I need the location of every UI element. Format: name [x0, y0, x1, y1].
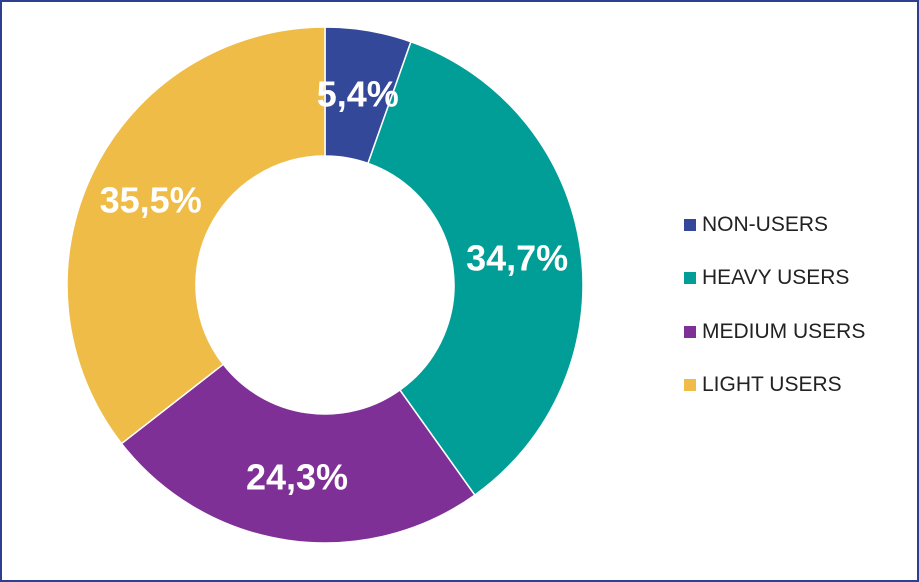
legend-label: NON-USERS	[702, 212, 829, 236]
legend-item-light-users: LIGHT USERS	[684, 359, 865, 413]
slice-light-users	[66, 26, 326, 445]
legend-swatch	[684, 272, 696, 285]
legend-swatch	[684, 379, 696, 392]
slice-medium-users	[120, 363, 476, 544]
legend-item-non-users: NON-USERS	[684, 198, 865, 252]
legend-label: LIGHT USERS	[702, 373, 842, 397]
legend-item-heavy-users: HEAVY USERS	[684, 252, 865, 306]
legend-item-medium-users: MEDIUM USERS	[684, 305, 865, 359]
chart-legend: NON-USERS HEAVY USERS MEDIUM USERS LIGHT…	[684, 198, 865, 412]
legend-label: MEDIUM USERS	[702, 319, 866, 343]
legend-swatch	[684, 218, 696, 231]
slice-heavy-users	[367, 40, 584, 497]
legend-swatch	[684, 325, 696, 338]
data-label-non-users: 5,4%	[317, 73, 399, 114]
data-label-light-users: 35,5%	[100, 179, 202, 220]
data-label-medium-users: 24,3%	[246, 456, 348, 497]
data-label-heavy-users: 34,7%	[466, 237, 568, 278]
legend-label: HEAVY USERS	[702, 266, 850, 290]
